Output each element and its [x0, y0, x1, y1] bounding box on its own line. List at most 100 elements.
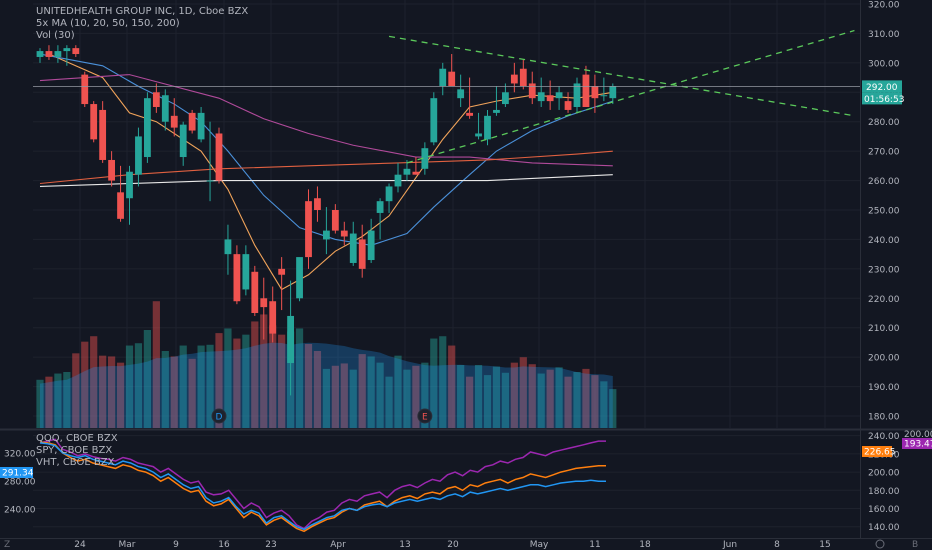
volume-bar	[537, 373, 545, 428]
volume-bar	[161, 351, 169, 428]
candle-body	[609, 86, 617, 99]
price-tick-label: 250.00	[868, 207, 900, 217]
candle-body	[439, 68, 447, 87]
volume-bar	[358, 354, 366, 428]
volume-bar	[72, 353, 80, 428]
volume-bar	[170, 356, 178, 428]
candle-body	[179, 124, 187, 158]
candle-body	[260, 298, 268, 308]
candle-body	[152, 92, 160, 107]
candle-body	[591, 86, 599, 99]
countdown-label: 01:56:53	[864, 95, 904, 105]
volume-bar	[233, 338, 241, 428]
candle-body	[36, 51, 44, 57]
volume-bar	[313, 351, 322, 428]
volume-bar	[108, 356, 116, 428]
comparison-pane	[0, 428, 932, 533]
candle-body	[233, 254, 241, 302]
candle-body	[349, 233, 357, 263]
countdown-badge	[862, 92, 902, 105]
volume-bar	[483, 375, 492, 428]
series-line	[39, 438, 606, 530]
spy-badge	[862, 446, 892, 457]
candle-body	[430, 98, 438, 143]
volume-bar	[474, 365, 483, 428]
volume-bar	[304, 344, 313, 428]
qqq-badge-label: 193.47	[904, 440, 932, 450]
candle-body	[510, 74, 518, 84]
last-price-label: 292.00	[866, 83, 898, 93]
time-tick-label: 8	[774, 540, 780, 550]
volume-bar	[45, 376, 53, 428]
volume-bar	[322, 368, 330, 428]
ma-line-150	[39, 150, 613, 185]
trendline	[388, 35, 855, 117]
volume-label[interactable]: Vol (30)	[36, 30, 75, 41]
volume-bar	[90, 336, 98, 428]
candle-body	[421, 148, 429, 169]
volume-bar	[251, 321, 259, 428]
price-tick-label: 260.00	[868, 177, 900, 187]
candle-body	[81, 74, 89, 105]
volume-bar	[385, 376, 393, 428]
candle-body	[278, 268, 286, 275]
volume-ma-area	[40, 342, 613, 428]
candle-body	[412, 171, 420, 175]
candle-body	[161, 95, 169, 122]
lower-left-tick: 240.00	[4, 506, 36, 516]
dividend-marker-label: D	[216, 413, 223, 423]
candle-body	[215, 133, 223, 181]
candle-body	[573, 83, 581, 107]
volume-bar	[439, 336, 447, 428]
volume-bar	[54, 373, 62, 428]
volume-bar	[224, 328, 232, 428]
scale-icon	[875, 539, 885, 549]
volume-bar	[501, 372, 509, 428]
time-tick-label: 13	[399, 540, 410, 550]
volume-bar	[340, 363, 348, 428]
symbol-title[interactable]: UNITEDHEALTH GROUP INC, 1D, Cboe BZX	[36, 6, 249, 17]
price-tick-label: 180.00	[868, 413, 900, 423]
candle-body	[528, 83, 536, 99]
legend-vht[interactable]: VHT, CBOE BZX	[36, 457, 115, 468]
volume-bar	[125, 345, 134, 428]
candle-body	[117, 192, 124, 219]
time-tick-label: May	[530, 540, 549, 550]
candle-body	[296, 257, 303, 299]
ma-label[interactable]: 5x MA (10, 20, 50, 150, 200)	[36, 18, 180, 29]
volume-bar	[582, 368, 590, 428]
legend-qqq[interactable]: QQQ, CBOE BZX	[36, 433, 118, 444]
volume-bar	[116, 362, 125, 428]
price-tick-label: 200.00	[868, 354, 900, 364]
volume-bar	[394, 355, 402, 428]
volume-bar	[430, 338, 438, 428]
volume-bar	[269, 325, 277, 428]
volume-bar	[197, 345, 205, 428]
trendline	[406, 29, 855, 164]
volume-bar	[63, 372, 71, 428]
volume-bar	[215, 333, 223, 428]
earnings-marker	[417, 408, 433, 424]
legend-spy[interactable]: SPY, CBOE BZX	[36, 445, 113, 456]
candle-body	[90, 104, 98, 140]
candle-body	[394, 174, 402, 187]
vht-left-badge-label: 291.34	[2, 469, 34, 479]
volume-bar	[564, 376, 572, 428]
candles	[36, 45, 617, 396]
candle-body	[54, 51, 62, 57]
volume-bar	[331, 365, 339, 428]
volume-bar	[367, 356, 375, 428]
candle-body	[108, 159, 115, 181]
time-tick-label: 16	[218, 540, 230, 550]
lower-right-tick: 140.00	[868, 523, 900, 533]
qqq-badge	[902, 438, 932, 449]
candle-body	[385, 186, 393, 202]
candle-body	[502, 92, 509, 105]
volume-bar	[349, 369, 357, 428]
volume-bar	[403, 369, 411, 428]
candle-body	[403, 168, 411, 175]
candle-body	[457, 89, 465, 99]
